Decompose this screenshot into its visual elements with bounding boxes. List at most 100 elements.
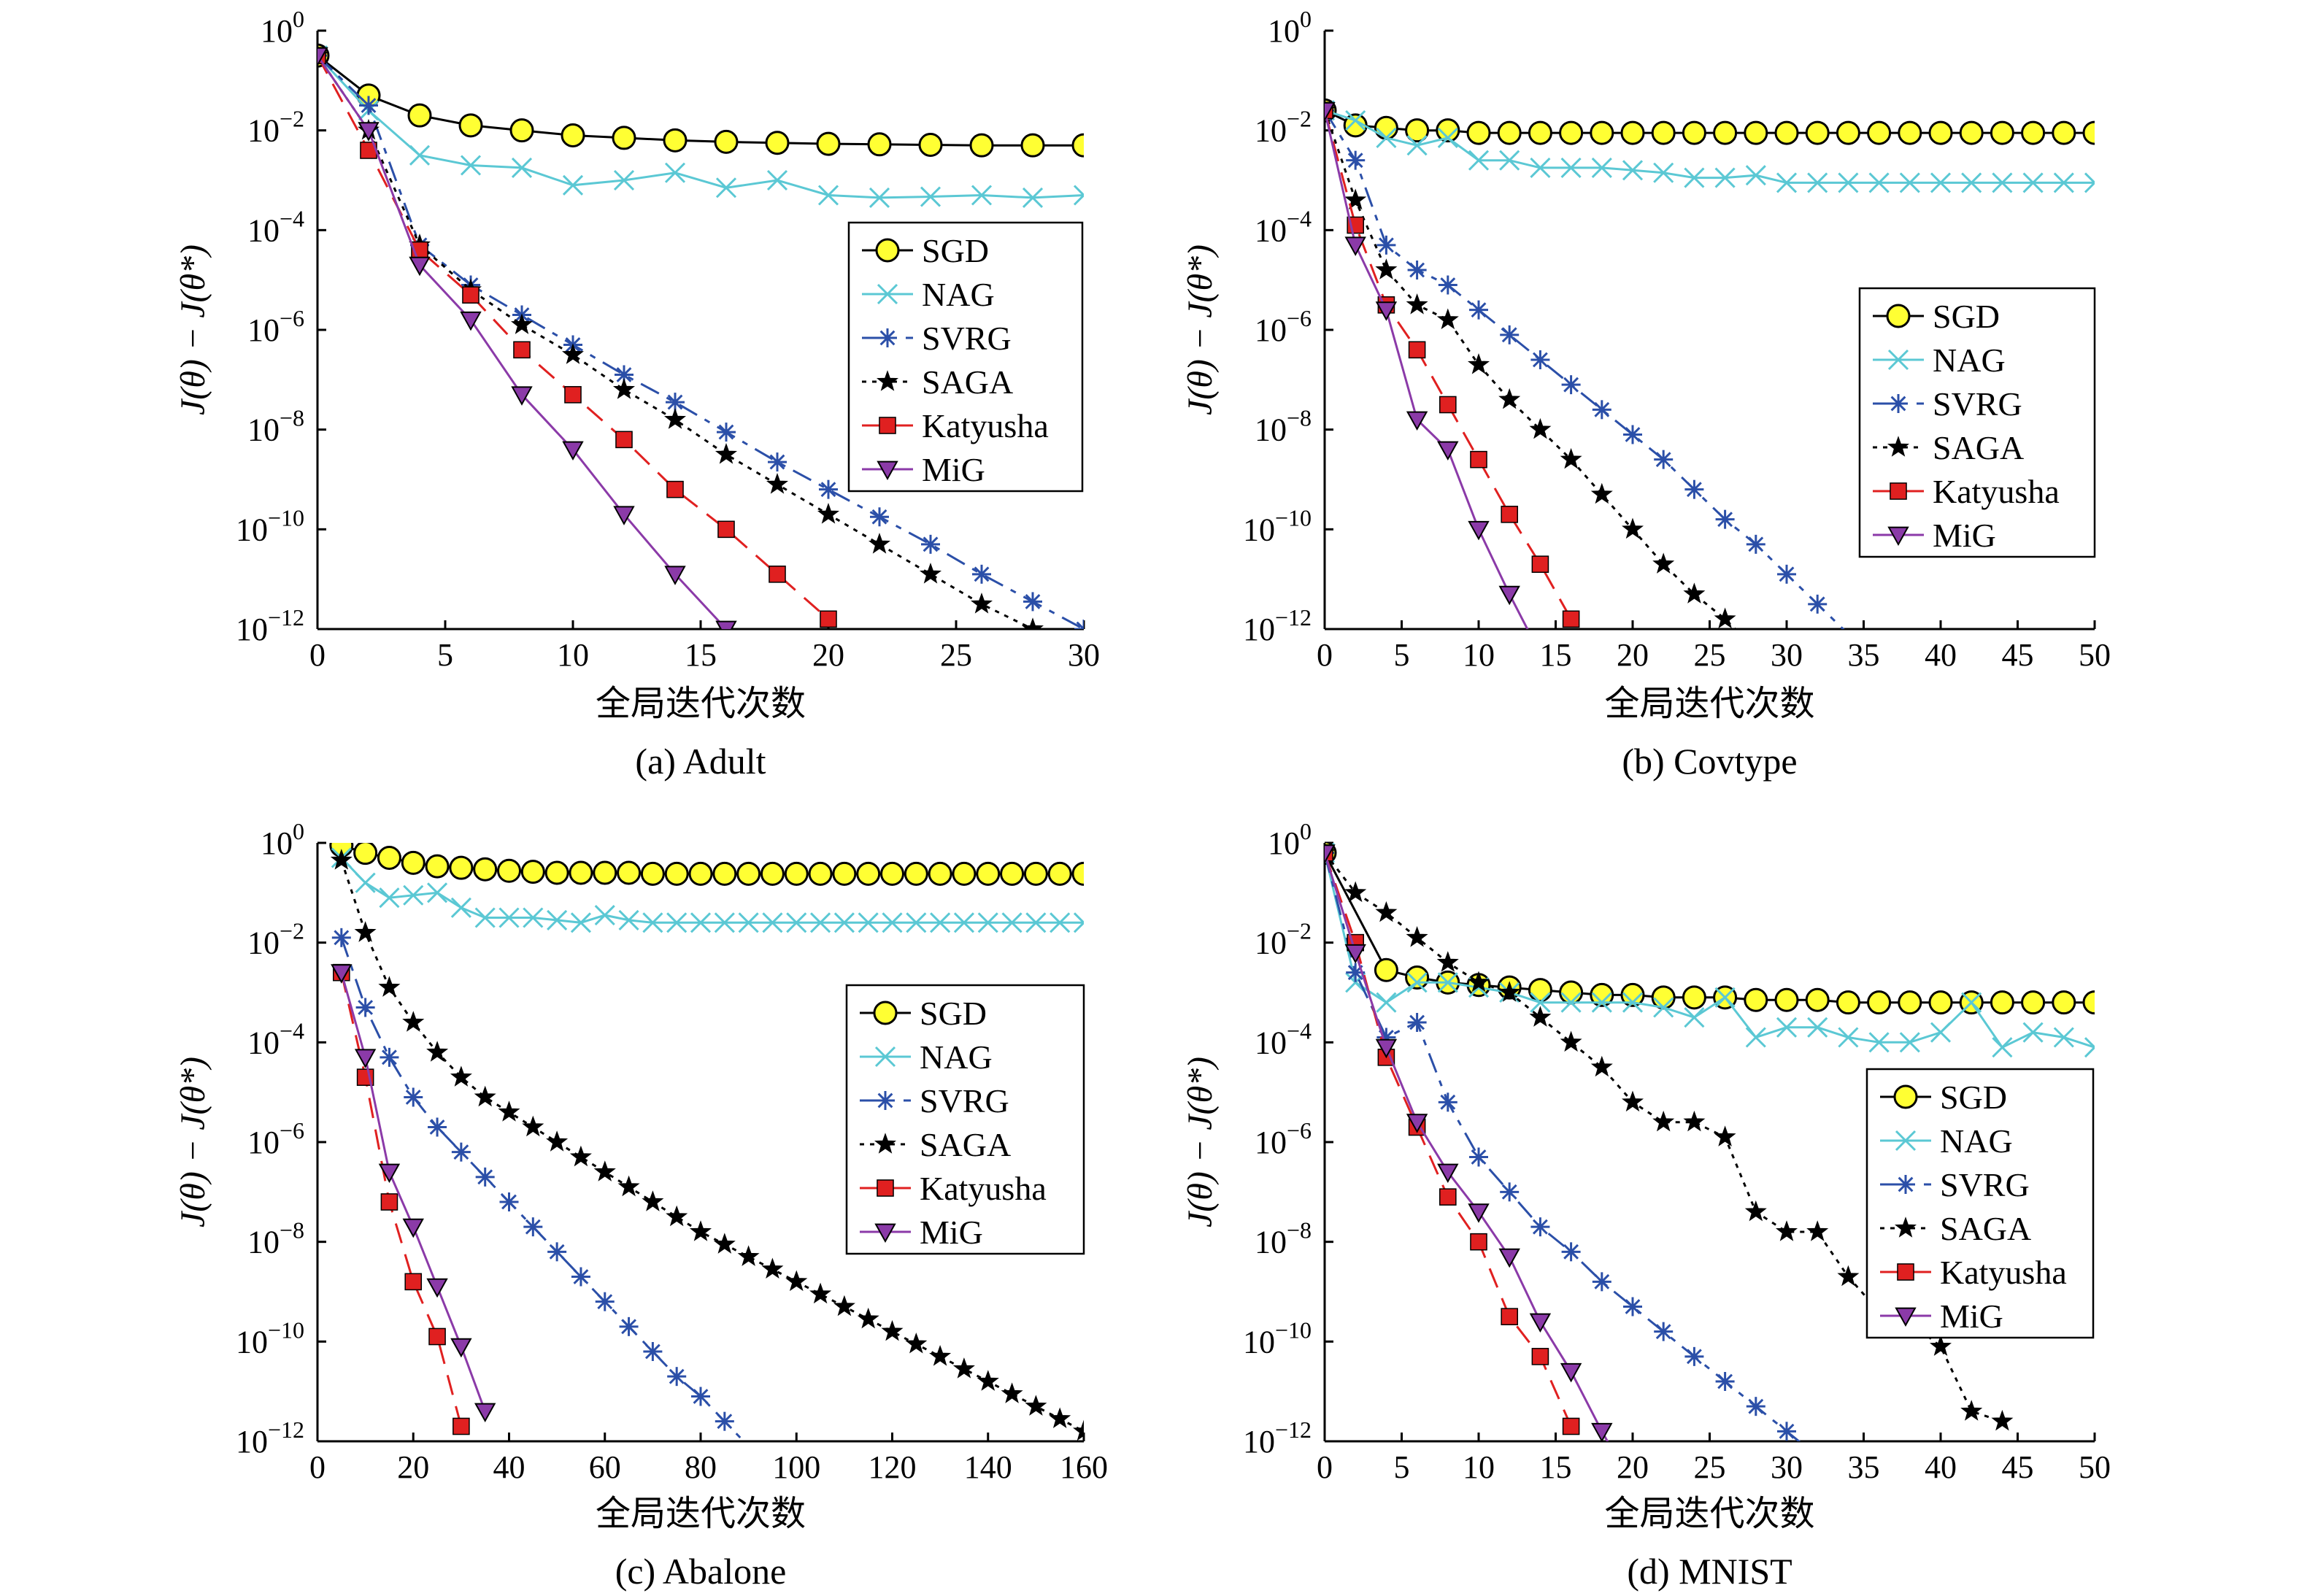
x-tick-label: 50 <box>2079 637 2111 673</box>
chart-panel-4: 0 5 10 15 20 25 30 35 40 45 50 100 10−2 10−4 10−6 10−8 1… <box>1181 818 2111 1592</box>
data-point-nag <box>498 907 520 928</box>
data-point-sgd <box>1898 990 1922 1015</box>
legend-label: MiG <box>922 451 985 488</box>
legend-item-sgd: SGD <box>1880 1079 2007 1116</box>
data-point-svrg <box>428 1117 447 1137</box>
data-point-saga <box>1406 293 1428 315</box>
data-point-sgd <box>1867 990 1892 1015</box>
data-point-sgd <box>1466 120 1491 145</box>
legend-label: Katyusha <box>1933 473 2060 510</box>
data-point-katyusha <box>1408 341 1426 359</box>
data-point-katyusha <box>1562 1417 1580 1435</box>
data-point-mig <box>1437 1163 1459 1184</box>
legend-marker <box>1889 394 1908 413</box>
data-point-saga <box>426 1041 449 1062</box>
data-point-katyusha <box>428 1327 446 1346</box>
legend-item-mig: MiG <box>862 451 985 488</box>
data-point-mig <box>1498 1248 1520 1268</box>
data-point-saga <box>1652 1110 1675 1132</box>
data-point-sgd <box>593 860 617 885</box>
data-point-katyusha <box>1439 396 1457 414</box>
data-point-sgd <box>1528 120 1552 145</box>
data-point-saga <box>1375 258 1398 280</box>
legend-label: SVRG <box>1933 385 2022 423</box>
data-point-svrg <box>667 1367 687 1387</box>
data-point-svrg <box>1684 1346 1704 1366</box>
data-point-svrg <box>523 1217 543 1237</box>
data-point-sgd <box>1774 120 1799 145</box>
data-point-katyusha <box>462 286 480 304</box>
data-point-saga <box>1683 582 1706 604</box>
legend-marker <box>874 1133 897 1154</box>
legend-label: SAGA <box>1933 429 2024 466</box>
legend-label: NAG <box>922 276 995 313</box>
data-point-sgd <box>1590 120 1614 145</box>
data-point-sgd <box>1436 118 1460 143</box>
y-tick-label: 10−4 <box>247 1017 304 1060</box>
data-point-nag <box>1437 127 1458 148</box>
legend-marker <box>1894 1217 1917 1238</box>
legend-item-sgd: SGD <box>1873 298 2000 335</box>
legend-label: SAGA <box>920 1126 1011 1163</box>
chart-panel-2: 0 5 10 15 20 25 30 35 40 45 50 100 10−2 10−4 10−6 10−8 1… <box>1181 6 2111 782</box>
data-point-sgd <box>808 861 833 886</box>
data-point-nag <box>618 909 639 930</box>
y-tick-label: 10−4 <box>1255 205 1312 248</box>
data-point-saga <box>1049 1407 1071 1428</box>
data-point-mig <box>562 441 584 461</box>
data-point-svrg <box>1346 150 1366 170</box>
data-point-katyusha <box>453 1417 470 1435</box>
data-point-saga <box>1025 1395 1047 1416</box>
legend: SGD NAG SVRG SAGA Katyusha MiG <box>845 984 1085 1255</box>
data-point-nag <box>1807 1017 1828 1038</box>
data-point-nag <box>1622 992 1644 1013</box>
data-point-nag <box>666 912 688 933</box>
legend-label: SAGA <box>1940 1210 2031 1247</box>
data-point-katyusha <box>1501 1308 1518 1325</box>
data-point-mig <box>378 1163 401 1184</box>
data-point-svrg <box>1530 350 1550 369</box>
data-point-nag <box>547 909 568 930</box>
y-tick-label: 10−10 <box>236 504 304 547</box>
data-point-svrg <box>1623 1297 1642 1316</box>
data-point-sgd <box>458 113 483 138</box>
y-axis-label: J(θ) − J(θ*) <box>1181 1057 1220 1227</box>
data-point-sgd <box>1682 120 1706 145</box>
data-point-svrg <box>1808 594 1828 614</box>
data-point-nag <box>1992 1037 2013 1058</box>
legend-marker <box>875 238 900 263</box>
data-point-saga <box>761 1257 784 1279</box>
legend-marker <box>877 1179 894 1197</box>
y-tick-label: 10−6 <box>1255 1117 1312 1160</box>
series-line-mig <box>1325 109 1529 629</box>
y-tick-label: 100 <box>1268 6 1312 49</box>
legend-marker <box>1896 1175 1915 1194</box>
x-tick-label: 0 <box>309 1449 326 1485</box>
data-point-sgd <box>1071 861 1084 886</box>
data-point-sgd <box>425 854 450 879</box>
data-point-saga <box>817 503 840 524</box>
x-tick-label: 120 <box>869 1449 917 1485</box>
data-point-svrg <box>331 928 351 947</box>
data-point-mig <box>1468 520 1490 541</box>
data-point-katyusha <box>717 520 735 539</box>
y-tick-label: 10−2 <box>1255 106 1312 149</box>
data-point-nag <box>570 912 591 933</box>
series-line-svrg <box>1325 852 1801 1441</box>
y-tick-label: 10−12 <box>236 1416 304 1460</box>
data-point-mig <box>354 1049 377 1068</box>
data-point-nag <box>1684 1007 1705 1028</box>
y-tick-label: 10−4 <box>247 205 304 248</box>
data-point-nag <box>1745 1027 1766 1048</box>
data-point-sgd <box>765 131 790 155</box>
legend-item-nag: NAG <box>1880 1122 2013 1160</box>
x-tick-label: 20 <box>812 637 844 673</box>
series-group <box>1325 98 2095 629</box>
data-point-nag <box>1025 912 1047 933</box>
data-point-nag <box>1560 992 1582 1013</box>
x-tick-label: 10 <box>557 637 589 673</box>
data-point-nag <box>1406 135 1428 156</box>
x-tick-label: 15 <box>685 637 717 673</box>
data-point-mig <box>358 122 380 142</box>
